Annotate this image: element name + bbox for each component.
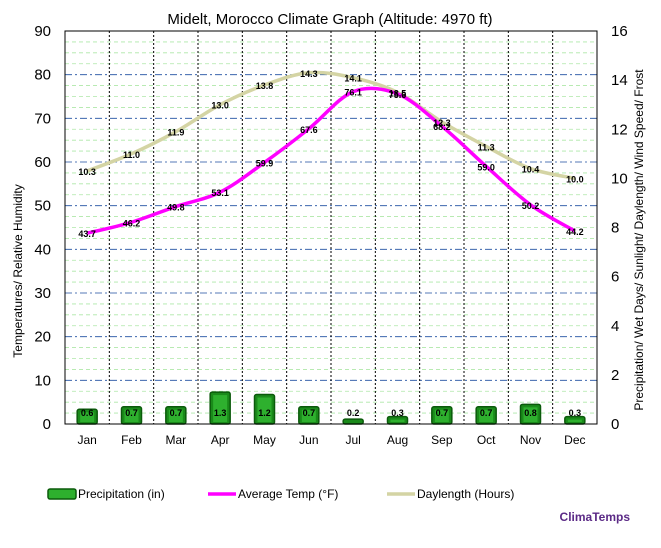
daylength-data-label: 10.0 xyxy=(566,174,584,184)
y-right-tick-label: 6 xyxy=(611,269,619,286)
line-series xyxy=(86,70,576,235)
precipitation-data-label: 0.7 xyxy=(125,408,138,418)
average-temp-data-label: 59.0 xyxy=(477,162,495,172)
precipitation-bar-fill xyxy=(257,397,272,422)
precipitation-bar-fill xyxy=(479,409,494,422)
y-left-tick-label: 40 xyxy=(34,241,51,258)
precipitation-bar-fill xyxy=(80,412,95,422)
plot-frame xyxy=(64,30,598,425)
chart-title: Midelt, Morocco Climate Graph (Altitude:… xyxy=(167,11,492,28)
x-tick-label: Feb xyxy=(121,433,142,447)
y-right-tick-label: 8 xyxy=(611,220,619,237)
y-left-tick-label: 0 xyxy=(43,416,51,433)
precipitation-bar-fill xyxy=(567,419,582,422)
precipitation-data-label: 0.7 xyxy=(436,408,449,418)
precipitation-bar-fill xyxy=(301,409,316,422)
y-axis-right-label: Precipitation/ Wet Days/ Sunlight/ Dayle… xyxy=(632,69,646,411)
precipitation-bar-fill xyxy=(434,409,449,422)
x-tick-label: Jun xyxy=(299,433,318,447)
precipitation-bar-fill xyxy=(124,409,139,422)
daylength-data-label: 14.3 xyxy=(300,69,318,79)
daylength-data-label: 13.5 xyxy=(389,88,407,98)
brand-label: ClimaTemps xyxy=(560,510,631,524)
precipitation-bar-fill xyxy=(213,395,228,422)
x-tick-label: Dec xyxy=(564,433,585,447)
x-tick-label: Oct xyxy=(477,433,496,447)
daylength-data-label: 10.4 xyxy=(522,165,540,175)
daylength-data-label: 14.1 xyxy=(344,74,362,84)
y-left-tick-label: 90 xyxy=(34,23,51,40)
y-right-tick-label: 10 xyxy=(611,170,628,187)
x-tick-label: Mar xyxy=(165,433,186,447)
precipitation-data-label: 1.3 xyxy=(214,408,227,418)
data-labels: 0.6 0.7 0.7 1.3 1.2 0.7 0.2 0.3 0.7 0.7 0.8 0.3 10.3… xyxy=(78,69,583,418)
average-temp-data-label: 68.2 xyxy=(433,122,451,132)
precipitation-data-label: 0.2 xyxy=(347,408,360,418)
legend-temp-label: Average Temp (°F) xyxy=(238,487,338,501)
precipitation-data-label: 1.2 xyxy=(258,408,271,418)
daylength-data-label: 13.0 xyxy=(211,101,229,111)
precipitation-data-label: 0.7 xyxy=(170,408,183,418)
precipitation-data-label: 0.6 xyxy=(81,408,94,418)
y-left-tick-label: 70 xyxy=(34,110,51,127)
average-temp-data-label: 43.7 xyxy=(78,229,96,239)
precipitation-data-label: 0.3 xyxy=(569,408,582,418)
average-temp-data-label: 50.2 xyxy=(522,201,540,211)
x-tick-label: Aug xyxy=(387,433,408,447)
grid-layer xyxy=(65,31,597,424)
precipitation-bar-fill xyxy=(390,419,405,422)
y-right-tick-label: 0 xyxy=(611,416,619,433)
average-temp-data-label: 53.1 xyxy=(211,188,229,198)
y-left-tick-label: 30 xyxy=(34,285,51,302)
daylength-data-label: 11.0 xyxy=(123,150,140,160)
y-right-tick-label: 4 xyxy=(611,318,619,335)
x-tick-label: Apr xyxy=(211,433,230,447)
average-temp-data-label: 44.2 xyxy=(566,227,584,237)
y-axis-left-label: Temperatures/ Relative Humidity xyxy=(11,184,25,357)
legend-precipitation-swatch xyxy=(47,488,77,500)
y-right-tick-label: 16 xyxy=(611,23,628,40)
y-left-tick-label: 10 xyxy=(34,372,51,389)
average-temp-data-label: 67.6 xyxy=(300,125,318,135)
legend: Precipitation (in) Average Temp (°F) Dayle… xyxy=(47,487,514,501)
x-tick-label: Jan xyxy=(77,433,96,447)
precipitation-data-label: 0.8 xyxy=(524,408,537,418)
y-right-tick-label: 14 xyxy=(611,72,628,89)
precipitation-data-label: 0.3 xyxy=(391,408,404,418)
average-temp-data-label: 49.8 xyxy=(167,203,185,213)
precipitation-data-label: 0.7 xyxy=(480,408,493,418)
y-left-tick-label: 80 xyxy=(34,67,51,84)
daylength-data-label: 10.3 xyxy=(78,167,96,177)
daylength-data-label: 12.3 xyxy=(433,118,451,128)
precipitation-data-label: 0.7 xyxy=(303,408,316,418)
daylength-data-label: 11.3 xyxy=(478,142,495,152)
precipitation-bar-fill xyxy=(168,409,183,422)
y-left-tick-label: 60 xyxy=(34,154,51,171)
x-tick-label: May xyxy=(253,433,276,447)
average-temp-data-label: 75.6 xyxy=(389,90,407,100)
average-temp-data-label: 76.1 xyxy=(344,88,362,98)
daylength-line xyxy=(86,70,576,181)
y-right-tick-label: 12 xyxy=(611,121,628,138)
daylength-data-label: 13.8 xyxy=(256,81,274,91)
legend-precipitation-label: Precipitation (in) xyxy=(78,487,165,501)
average-temp-data-label: 59.9 xyxy=(256,158,274,168)
x-tick-label: Nov xyxy=(520,433,541,447)
y-right-tick-label: 2 xyxy=(611,367,619,384)
y-left-tick-label: 50 xyxy=(34,198,51,215)
x-tick-label: Jul xyxy=(345,433,360,447)
daylength-data-label: 11.9 xyxy=(167,128,184,138)
legend-daylength-label: Daylength (Hours) xyxy=(417,487,514,501)
average-temp-data-label: 46.2 xyxy=(123,218,141,228)
axes: 0 10 20 30 40 50 60 70 80 90 0 2 4 6 8 10 12 14 16 Jan Feb Ma… xyxy=(34,23,627,447)
x-tick-label: Sep xyxy=(431,433,453,447)
precipitation-bar xyxy=(342,418,364,425)
precipitation-bar-fill xyxy=(523,407,538,422)
average-temp-line xyxy=(86,86,576,235)
y-left-tick-label: 20 xyxy=(34,329,51,346)
